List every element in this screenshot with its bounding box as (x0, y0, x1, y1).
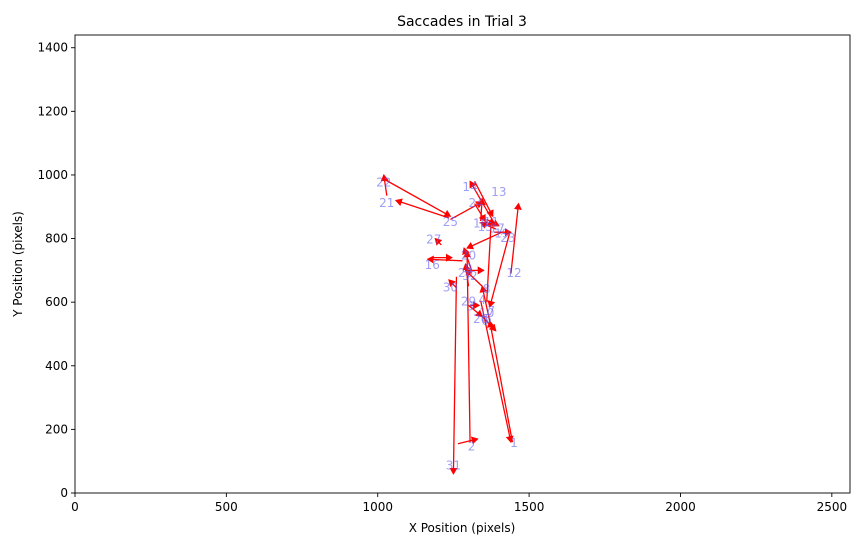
saccade-label: 24 (468, 196, 483, 210)
x-tick-label: 0 (71, 500, 79, 514)
x-axis: 0 500 1000 1500 2000 2500 (71, 493, 847, 514)
y-tick-label: 0 (60, 486, 68, 500)
saccade-label: 21 (379, 196, 394, 210)
saccade-arrow-22 (380, 173, 389, 196)
x-tick-label: 1000 (362, 500, 393, 514)
saccade-label: 4 (478, 293, 486, 307)
x-axis-title: X Position (pixels) (409, 521, 516, 535)
saccade-arrow-11 (486, 218, 500, 227)
saccade-label: 10 (479, 306, 494, 320)
saccade-arrow-1 (486, 320, 514, 443)
saccade-arrow-32 (457, 436, 479, 445)
saccade-arrow-28 (462, 263, 471, 287)
saccade-label: 16 (425, 258, 440, 272)
saccade-arrow-21 (394, 198, 450, 219)
saccade-label: 13 (491, 185, 506, 199)
saccade-arrow-12 (510, 202, 522, 274)
saccade-label: 15 (478, 220, 493, 234)
saccade-label: 23 (500, 231, 515, 245)
x-tick-label: 500 (215, 500, 238, 514)
saccade-label: 12 (506, 266, 521, 280)
saccade-arrow-6 (464, 269, 483, 287)
saccade-label: 20 (461, 249, 476, 263)
saccade-label: 25 (443, 215, 458, 229)
y-tick-label: 1400 (37, 41, 68, 55)
saccade-label: 32 (462, 269, 477, 283)
saccade-label: 7 (487, 304, 495, 318)
saccade-arrow-25 (450, 201, 484, 221)
saccade-label: 2 (468, 439, 476, 453)
saccade-arrow-31 (449, 276, 458, 475)
y-tick-label: 600 (45, 295, 68, 309)
saccade-label: 26 (473, 312, 488, 326)
saccade-label: 5 (484, 312, 492, 326)
saccade-arrow-8 (480, 300, 514, 444)
y-axis: 0 200 400 600 800 1000 1200 1400 (37, 41, 75, 500)
saccade-label: 8 (483, 282, 491, 296)
saccade-label: 31 (446, 458, 461, 472)
saccade-label: 22 (376, 175, 391, 189)
saccade-arrow-15 (479, 221, 497, 230)
saccade-label: 28 (458, 266, 473, 280)
plot-area: 123 4567891011121314151617181920212223242… (74, 34, 851, 494)
y-tick-label: 400 (45, 359, 68, 373)
saccade-label: 30 (443, 280, 458, 294)
saccade-label: 9 (465, 261, 473, 275)
y-axis-title: Y Position (pixels) (11, 211, 25, 318)
saccade-arrow-16 (426, 255, 463, 264)
saccade-label: 27 (426, 233, 441, 247)
saccade-label: 19 (494, 226, 509, 240)
x-tick-label: 1500 (514, 500, 545, 514)
saccade-label: 6 (481, 314, 489, 328)
x-tick-label: 2500 (817, 500, 848, 514)
y-tick-label: 1000 (37, 168, 68, 182)
saccade-arrow-10 (486, 218, 495, 303)
saccade-label: 3 (466, 299, 474, 313)
y-tick-label: 800 (45, 232, 68, 246)
saccade-arrow-17 (466, 231, 503, 250)
saccade-arrow-4 (479, 285, 491, 322)
chart-title: Saccades in Trial 3 (397, 14, 527, 30)
plot-frame (74, 34, 851, 494)
saccade-arrow-23 (381, 177, 452, 217)
saccade-arrow-30 (448, 279, 457, 289)
saccade-label: 29 (461, 295, 476, 309)
y-tick-label: 200 (45, 422, 68, 436)
saccade-arrow-27 (434, 237, 443, 246)
y-tick-label: 1200 (37, 104, 68, 118)
saccade-label: 18 (473, 217, 488, 231)
saccade-label: 11 (484, 215, 499, 229)
saccade-arrow-3 (468, 304, 483, 318)
saccade-label: 14 (462, 180, 477, 194)
saccade-label: 17 (490, 222, 505, 236)
saccade-label: 1 (510, 436, 518, 450)
x-tick-label: 2000 (665, 500, 696, 514)
saccade-arrow-9 (462, 247, 473, 271)
saccade-arrow-26 (487, 233, 511, 308)
